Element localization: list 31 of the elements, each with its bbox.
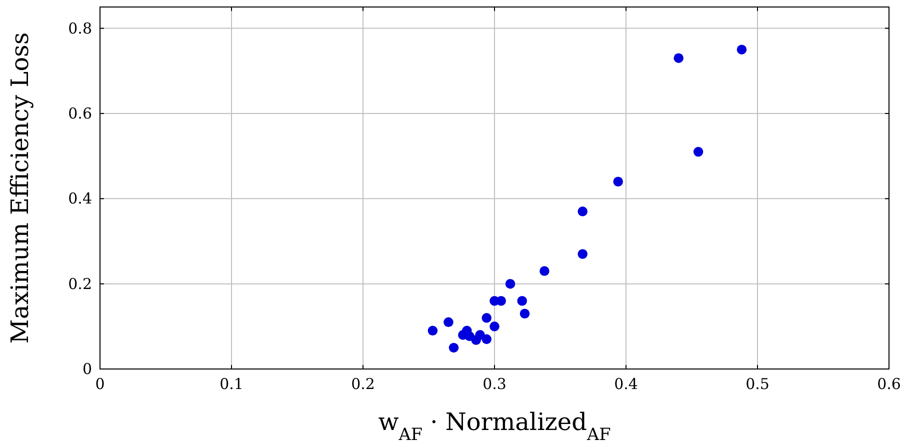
point: [736, 44, 747, 54]
x-tick-label: 0.2: [351, 375, 375, 393]
x-tick-label: 0.1: [220, 375, 244, 393]
point: [448, 342, 459, 353]
y-tick-label: 0.6: [68, 104, 92, 122]
x-tick-label: 0.5: [746, 375, 770, 393]
x-tick-label: 0.4: [614, 375, 638, 393]
y-axis-title: Maximum Efficiency Loss: [6, 32, 34, 344]
point: [674, 53, 684, 63]
x-tick-label: 0: [95, 375, 105, 393]
y-tick-label: 0.8: [68, 19, 92, 38]
y-tick-label: 0.4: [68, 190, 92, 208]
x-tick-label: 0.6: [877, 375, 901, 393]
point: [444, 317, 454, 328]
point: [578, 206, 588, 216]
point: [505, 278, 516, 289]
point: [517, 296, 527, 306]
point: [693, 146, 704, 157]
point: [482, 313, 492, 323]
point: [490, 322, 500, 332]
y-tick-label: 0.2: [68, 274, 92, 293]
point: [613, 176, 623, 186]
x-axis-title: w$_{AF}$ · Normalized$_{AF}$: [378, 408, 611, 444]
y-tick-label: 0: [82, 360, 92, 378]
point: [540, 266, 550, 276]
point: [520, 308, 530, 319]
point: [578, 249, 588, 259]
point: [496, 296, 506, 306]
point: [428, 326, 438, 336]
point: [482, 334, 492, 344]
x-tick-label: 0.3: [482, 375, 506, 393]
